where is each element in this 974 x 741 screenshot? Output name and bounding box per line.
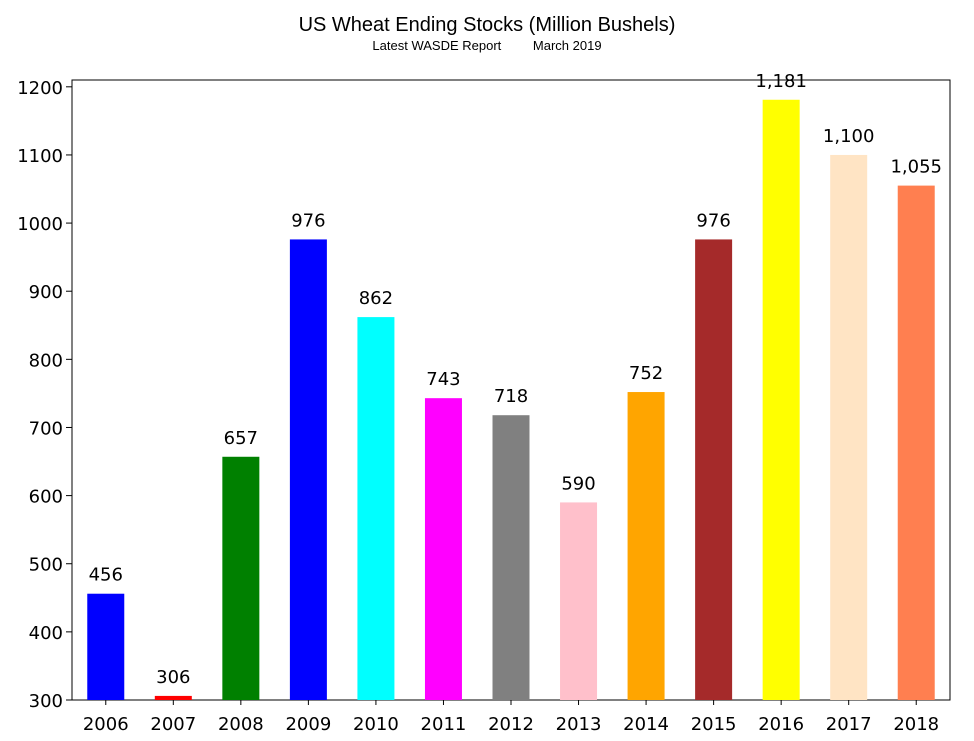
- bar-2015: [695, 239, 733, 700]
- bar-2018: [897, 185, 935, 701]
- bar-2013: [560, 502, 598, 700]
- bar-2016: [762, 99, 800, 700]
- bar-2017: [830, 154, 868, 700]
- data-label-2012: 718: [494, 386, 528, 407]
- bar-2006: [87, 593, 125, 700]
- y-tick-label: 1000: [17, 214, 63, 235]
- y-tick-label: 400: [29, 623, 63, 644]
- bar-2011: [424, 398, 462, 700]
- x-tick-label-2008: 2008: [218, 714, 264, 735]
- chart-title: US Wheat Ending Stocks (Million Bushels): [298, 14, 676, 36]
- data-label-2017: 1,100: [823, 126, 875, 147]
- data-label-2013: 590: [561, 473, 595, 494]
- x-tick-label-2015: 2015: [691, 714, 737, 735]
- y-tick-label: 500: [29, 555, 63, 576]
- data-label-2009: 976: [291, 210, 325, 231]
- y-tick-label: 900: [29, 282, 63, 303]
- subtitle-report: Latest WASDE Report: [372, 38, 502, 53]
- x-tick-label-2010: 2010: [353, 714, 399, 735]
- data-label-2007: 306: [156, 667, 190, 688]
- bars: [87, 99, 935, 701]
- data-label-2010: 862: [359, 288, 393, 309]
- bar-2010: [357, 317, 395, 700]
- y-tick-label: 700: [29, 418, 63, 439]
- y-tick-label: 1200: [17, 78, 63, 99]
- y-tick-label: 600: [29, 487, 63, 508]
- chart-subtitle: Latest WASDE Report March 2019: [0, 38, 974, 53]
- data-labels: 456 306 657 976 862 743 718 590 752 976 1,181 1,100…: [89, 71, 942, 688]
- data-label-2008: 657: [224, 428, 258, 449]
- bar-2009: [289, 239, 327, 700]
- data-label-2016: 1,181: [755, 71, 807, 92]
- y-tick-label: 300: [29, 691, 63, 712]
- x-tick-label-2006: 2006: [83, 714, 129, 735]
- bar-2007: [154, 695, 192, 700]
- bar-2008: [222, 456, 260, 700]
- x-tick-label-2012: 2012: [488, 714, 534, 735]
- x-tick-label-2007: 2007: [150, 714, 196, 735]
- x-tick-label-2016: 2016: [758, 714, 804, 735]
- axes: 300 400 500 600 700 800 900 1000 1100 1200 2006 200…: [17, 78, 951, 735]
- x-tick-label-2017: 2017: [826, 714, 872, 735]
- data-label-2018: 1,055: [890, 157, 942, 178]
- x-tick-label-2018: 2018: [893, 714, 939, 735]
- data-label-2006: 456: [89, 565, 123, 586]
- y-tick-label: 800: [29, 350, 63, 371]
- x-tick-label-2013: 2013: [556, 714, 602, 735]
- x-tick-label-2009: 2009: [285, 714, 331, 735]
- data-label-2015: 976: [696, 210, 730, 231]
- bar-2012: [492, 415, 530, 700]
- data-label-2011: 743: [426, 369, 460, 390]
- x-tick-label-2011: 2011: [421, 714, 467, 735]
- y-tick-label: 1100: [17, 146, 63, 167]
- subtitle-date: March 2019: [532, 38, 602, 53]
- x-tick-label-2014: 2014: [623, 714, 669, 735]
- bar-2014: [627, 392, 665, 700]
- data-label-2014: 752: [629, 363, 663, 384]
